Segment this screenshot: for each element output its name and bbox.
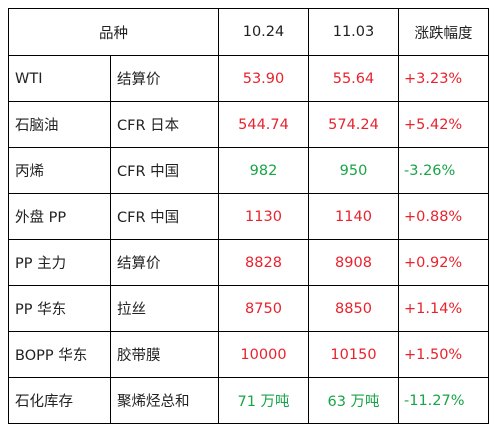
row-spec: CFR 日本: [110, 101, 219, 148]
row-value-1: 53.90: [218, 55, 309, 102]
row-value-2: 950: [308, 147, 399, 194]
row-change: +5.42%: [398, 101, 489, 148]
table-row: 外盘 PP CFR 中国 1130 1140 +0.88%: [8, 193, 489, 240]
row-value-1: 544.74: [218, 101, 309, 148]
table-row: PP 主力 结算价 8828 8908 +0.92%: [8, 239, 489, 286]
row-value-1: 71 万吨: [218, 377, 309, 424]
row-name: PP 主力: [8, 239, 111, 286]
row-value-1: 8828: [218, 239, 309, 286]
table-row: 石脑油 CFR 日本 544.74 574.24 +5.42%: [8, 101, 489, 148]
row-spec: 拉丝: [110, 285, 219, 332]
table-row: 丙烯 CFR 中国 982 950 -3.26%: [8, 147, 489, 194]
row-change: +0.88%: [398, 193, 489, 240]
row-change: -11.27%: [398, 377, 489, 424]
row-spec: 聚烯烃总和: [110, 377, 219, 424]
row-value-2: 8908: [308, 239, 399, 286]
row-spec: 胶带膜: [110, 331, 219, 378]
row-name: 石化库存: [8, 377, 111, 424]
row-name: 石脑油: [8, 101, 111, 148]
table-row: 石化库存 聚烯烃总和 71 万吨 63 万吨 -11.27%: [8, 377, 489, 424]
row-name: WTI: [8, 55, 111, 102]
row-value-2: 1140: [308, 193, 399, 240]
row-value-1: 1130: [218, 193, 309, 240]
row-value-2: 10150: [308, 331, 399, 378]
row-change: +1.50%: [398, 331, 489, 378]
row-spec: 结算价: [110, 239, 219, 286]
row-value-1: 982: [218, 147, 309, 194]
row-change: +3.23%: [398, 55, 489, 102]
row-value-2: 8850: [308, 285, 399, 332]
row-value-2: 574.24: [308, 101, 399, 148]
table-row: PP 华东 拉丝 8750 8850 +1.14%: [8, 285, 489, 332]
row-change: +1.14%: [398, 285, 489, 332]
header-date-1: 10.24: [218, 8, 309, 56]
table-row: WTI 结算价 53.90 55.64 +3.23%: [8, 55, 489, 102]
row-change: +0.92%: [398, 239, 489, 286]
row-value-2: 63 万吨: [308, 377, 399, 424]
header-product: 品种: [8, 8, 219, 56]
price-change-table: 品种 10.24 11.03 涨跌幅度 WTI 结算价 53.90 55.64 …: [8, 8, 489, 424]
row-spec: 结算价: [110, 55, 219, 102]
row-name: BOPP 华东: [8, 331, 111, 378]
header-change: 涨跌幅度: [398, 8, 489, 56]
row-spec: CFR 中国: [110, 147, 219, 194]
row-name: 丙烯: [8, 147, 111, 194]
row-spec: CFR 中国: [110, 193, 219, 240]
table-row: BOPP 华东 胶带膜 10000 10150 +1.50%: [8, 331, 489, 378]
table-header-row: 品种 10.24 11.03 涨跌幅度: [8, 8, 489, 56]
header-date-2: 11.03: [308, 8, 399, 56]
row-change: -3.26%: [398, 147, 489, 194]
row-value-2: 55.64: [308, 55, 399, 102]
row-value-1: 8750: [218, 285, 309, 332]
row-name: 外盘 PP: [8, 193, 111, 240]
row-value-1: 10000: [218, 331, 309, 378]
row-name: PP 华东: [8, 285, 111, 332]
